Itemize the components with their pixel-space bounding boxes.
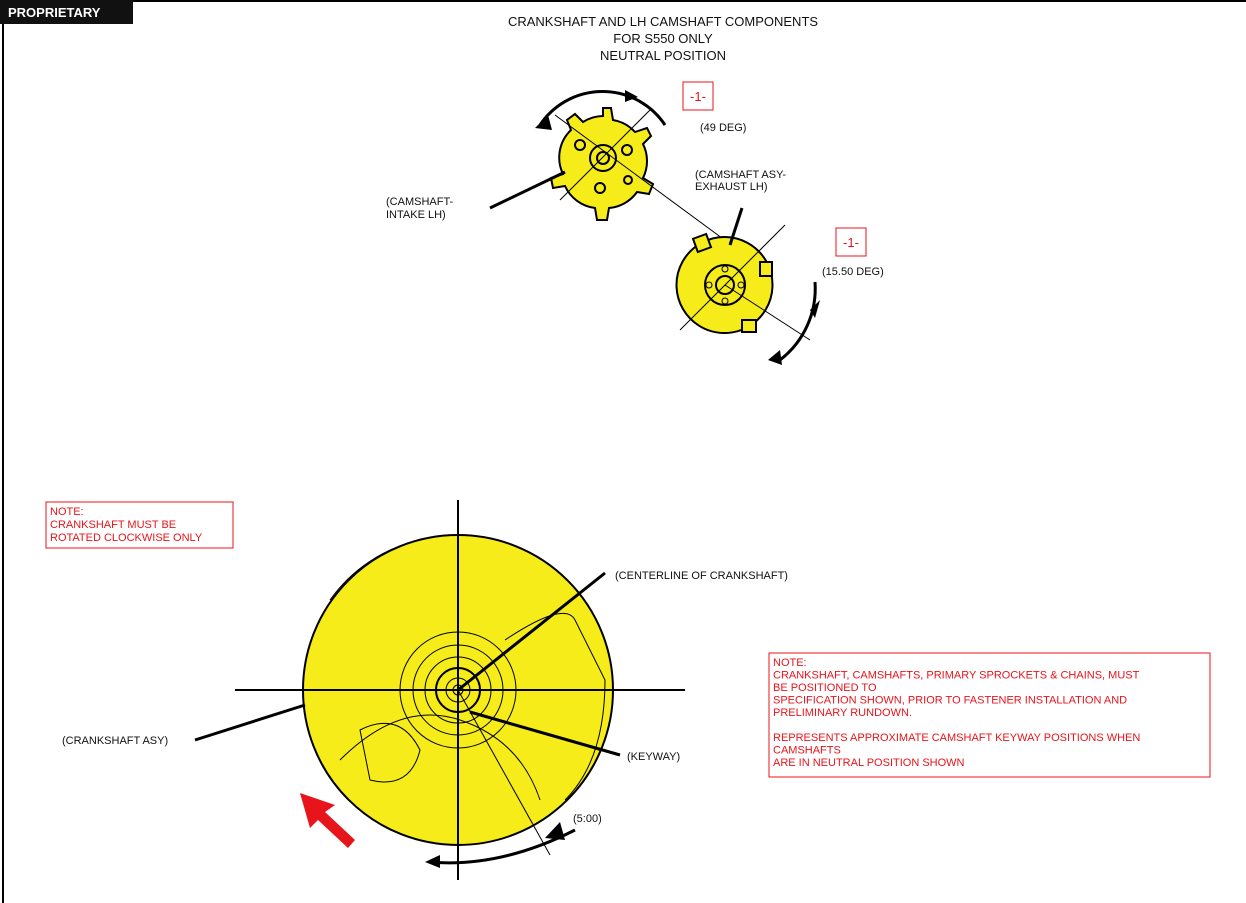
note-line: NOTE: bbox=[50, 506, 84, 518]
note-line: CRANKSHAFT MUST BE bbox=[50, 519, 176, 531]
note-line: PRELIMINARY RUNDOWN. bbox=[773, 707, 912, 719]
part-label: (KEYWAY) bbox=[627, 751, 680, 763]
angle-label: (5:00) bbox=[573, 813, 602, 825]
angle-label: (15.50 DEG) bbox=[822, 266, 884, 278]
note-right: NOTE:CRANKSHAFT, CAMSHAFTS, PRIMARY SPRO… bbox=[768, 652, 1211, 778]
part-label: (CAMSHAFT- bbox=[386, 196, 454, 208]
note-line: ROTATED CLOCKWISE ONLY bbox=[50, 532, 203, 544]
part-label: EXHAUST LH) bbox=[695, 181, 768, 193]
badge bbox=[0, 0, 133, 24]
callout-box bbox=[835, 227, 867, 257]
angle-label: (49 DEG) bbox=[700, 122, 746, 134]
note-line: NOTE: bbox=[773, 657, 807, 669]
note-line: BE POSITIONED TO bbox=[773, 682, 877, 694]
part-label: (CRANKSHAFT ASY) bbox=[62, 735, 168, 747]
title-line: FOR S550 ONLY bbox=[613, 31, 713, 46]
title-line: CRANKSHAFT AND LH CAMSHAFT COMPONENTS bbox=[508, 14, 818, 29]
crankshaft bbox=[194, 500, 685, 880]
callout: -1- bbox=[690, 89, 706, 104]
title-line: NEUTRAL POSITION bbox=[600, 48, 726, 63]
note-line: REPRESENTS APPROXIMATE CAMSHAFT KEYWAY P… bbox=[773, 732, 1140, 744]
badge-text: PROPRIETARY bbox=[8, 5, 101, 20]
note-line: CRANKSHAFT, CAMSHAFTS, PRIMARY SPROCKETS… bbox=[773, 670, 1140, 682]
part-label: (CENTERLINE OF CRANKSHAFT) bbox=[615, 570, 788, 582]
note-line: CAMSHAFTS bbox=[773, 745, 841, 757]
part-label: INTAKE LH) bbox=[386, 209, 446, 221]
intake-cam bbox=[489, 90, 746, 256]
part-label: (CAMSHAFT ASY- bbox=[695, 169, 786, 181]
title: CRANKSHAFT AND LH CAMSHAFT COMPONENTS FO… bbox=[508, 14, 818, 63]
callout-box bbox=[682, 81, 714, 111]
callout: -1- bbox=[843, 235, 859, 250]
note-line: SPECIFICATION SHOWN, PRIOR TO FASTENER I… bbox=[773, 695, 1127, 707]
note-left: NOTE: CRANKSHAFT MUST BE ROTATED CLOCKWI… bbox=[45, 501, 234, 549]
note-line: ARE IN NEUTRAL POSITION SHOWN bbox=[773, 757, 965, 769]
exhaust-cam bbox=[675, 207, 820, 365]
